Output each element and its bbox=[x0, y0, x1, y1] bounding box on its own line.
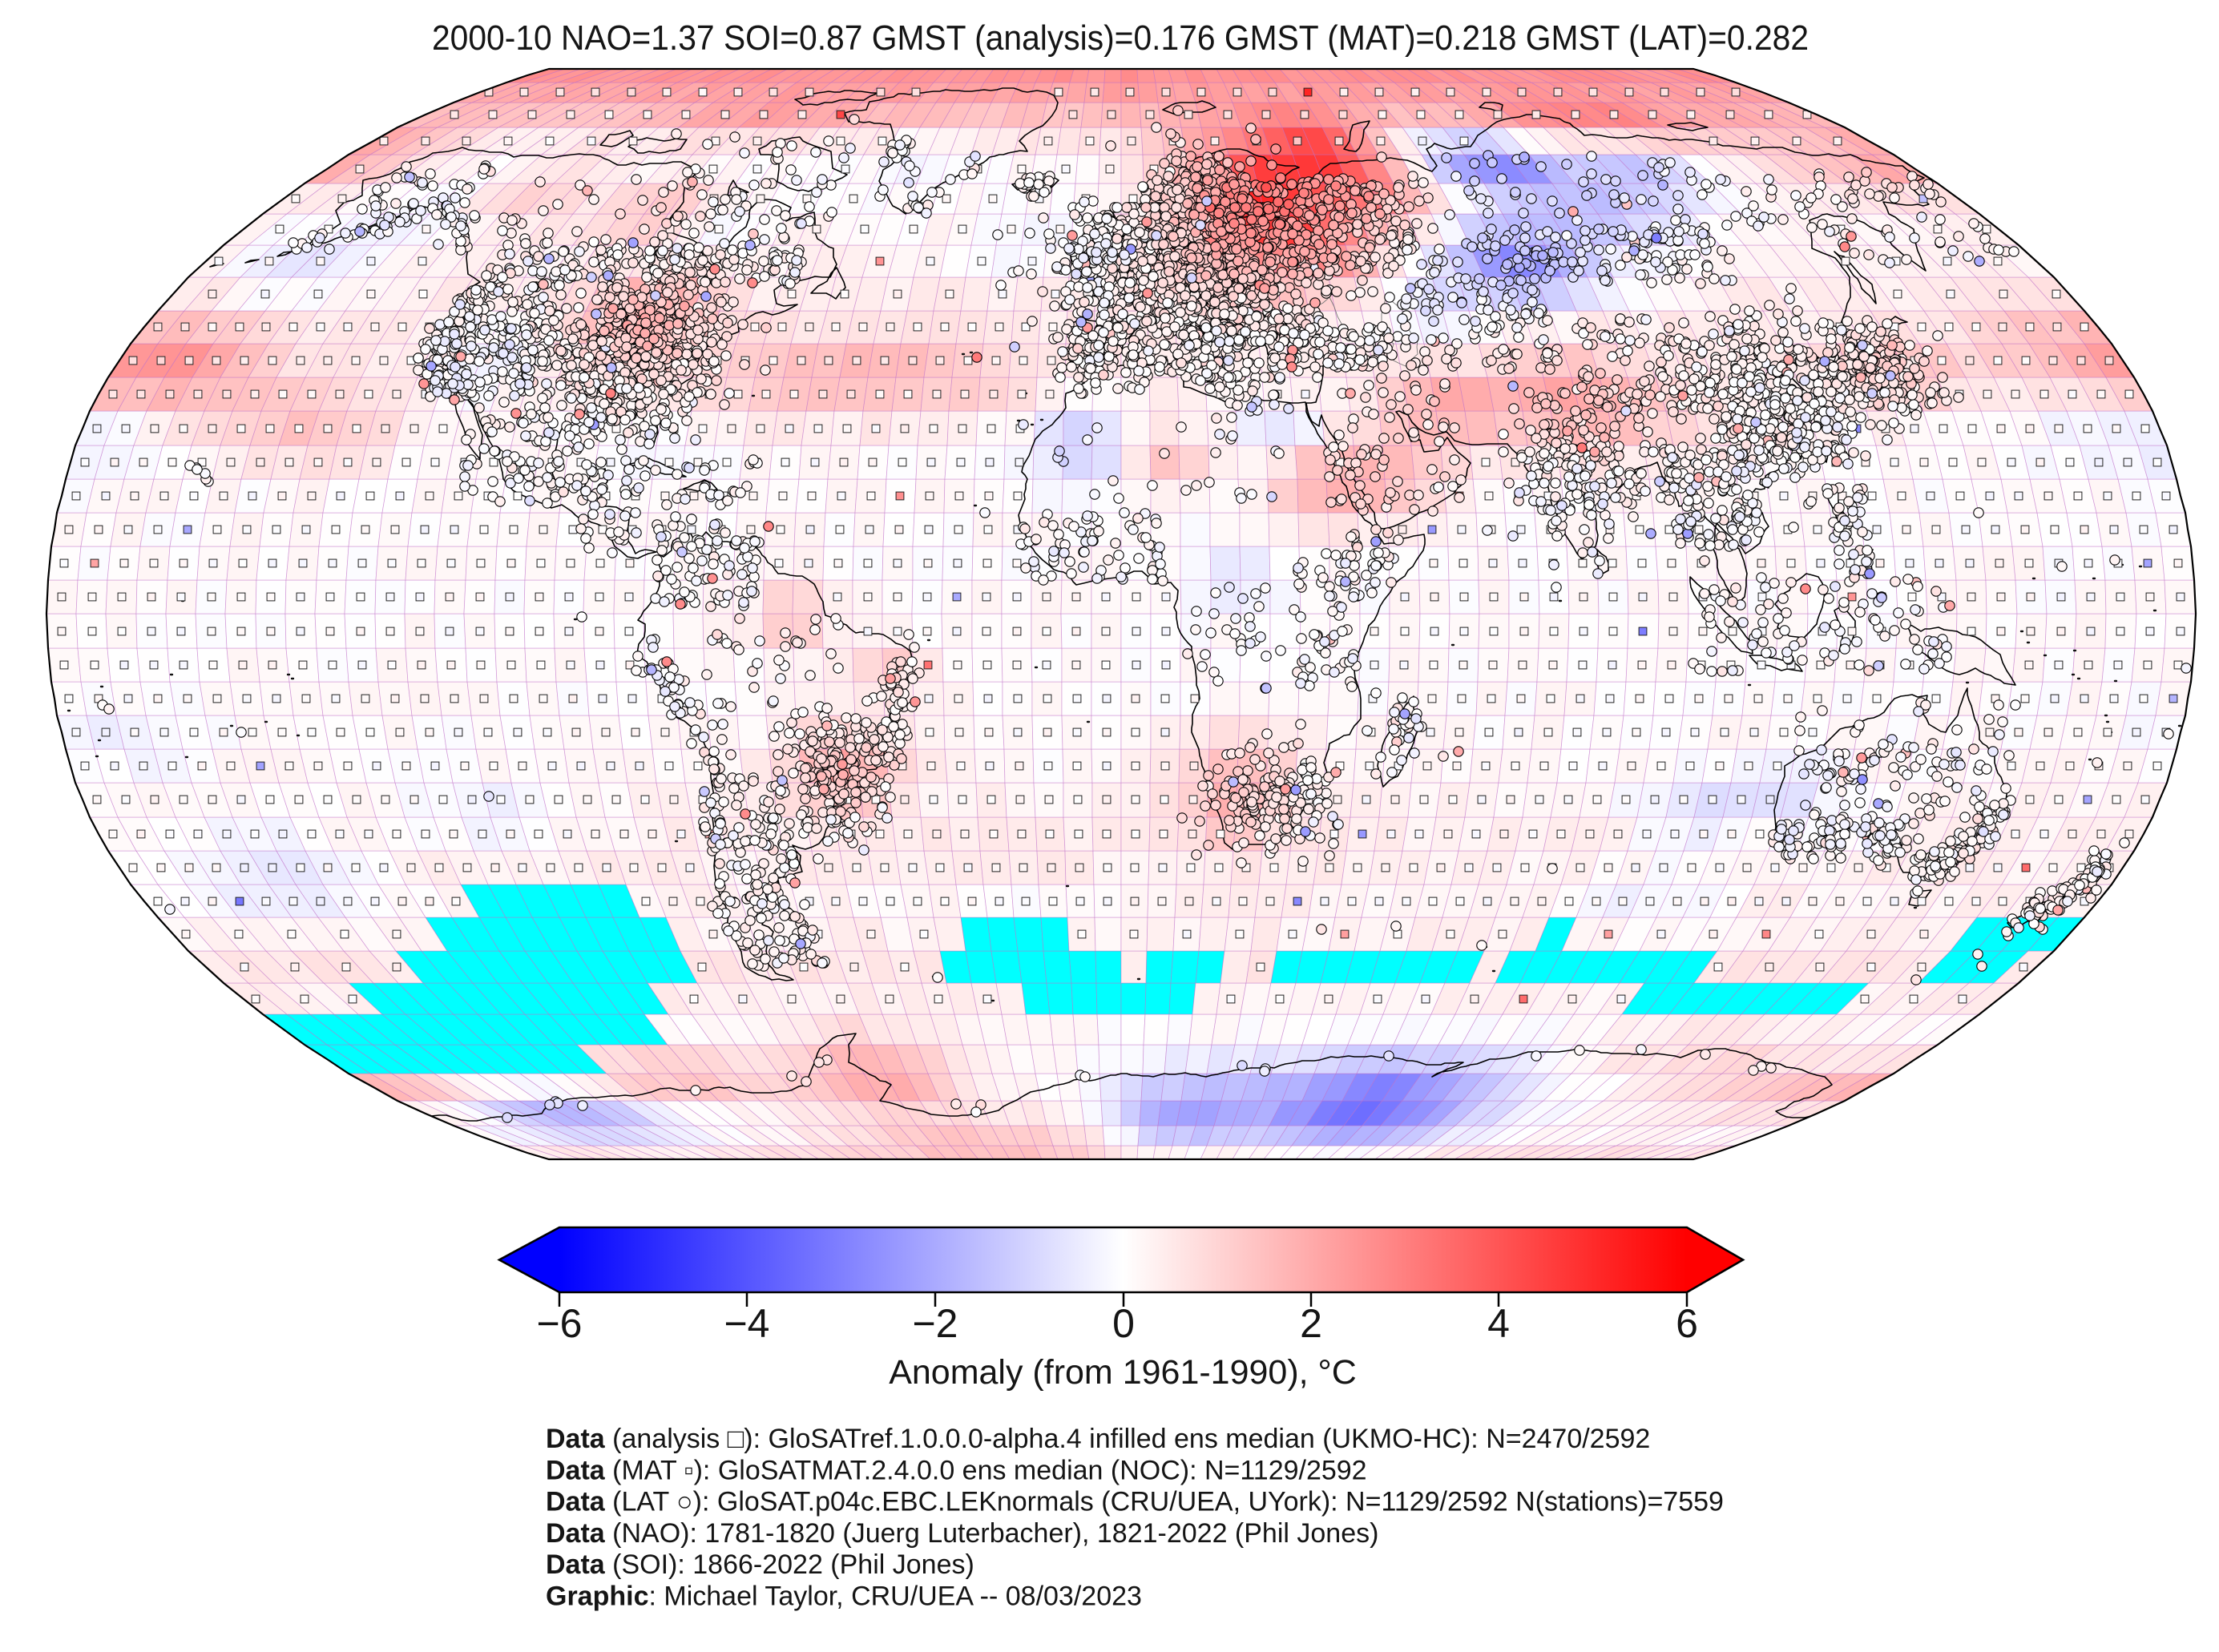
svg-text:−6: −6 bbox=[536, 1301, 582, 1346]
svg-text:Anomaly (from 1961-1990), °C: Anomaly (from 1961-1990), °C bbox=[889, 1353, 1357, 1392]
svg-text:−4: −4 bbox=[724, 1301, 769, 1346]
svg-text:Data (LAT ○): GloSAT.p04c.EBC.: Data (LAT ○): GloSAT.p04c.EBC.LEKnormals… bbox=[546, 1487, 1724, 1517]
svg-text:4: 4 bbox=[1487, 1301, 1510, 1346]
svg-text:Data (SOI): 1866-2022 (Phil Jo: Data (SOI): 1866-2022 (Phil Jones) bbox=[546, 1549, 974, 1580]
svg-text:Graphic: Michael Taylor, CRU/U: Graphic: Michael Taylor, CRU/UEA -- 08/0… bbox=[546, 1581, 1142, 1612]
svg-text:Data (MAT ▫): GloSATMAT.2.4.0.: Data (MAT ▫): GloSATMAT.2.4.0.0 ens medi… bbox=[546, 1455, 1367, 1485]
svg-text:Data (analysis □): GloSATref.1: Data (analysis □): GloSATref.1.0.0.0-alp… bbox=[546, 1424, 1650, 1454]
svg-text:−2: −2 bbox=[912, 1301, 958, 1346]
svg-text:2000-10 NAO=1.37 SOI=0.87 GMST: 2000-10 NAO=1.37 SOI=0.87 GMST (analysis… bbox=[432, 18, 1809, 58]
svg-text:0: 0 bbox=[1112, 1301, 1135, 1346]
svg-text:Data (NAO): 1781-1820 (Juerg L: Data (NAO): 1781-1820 (Juerg Luterbacher… bbox=[546, 1518, 1378, 1549]
svg-text:2: 2 bbox=[1300, 1301, 1322, 1346]
svg-text:6: 6 bbox=[1676, 1301, 1698, 1346]
